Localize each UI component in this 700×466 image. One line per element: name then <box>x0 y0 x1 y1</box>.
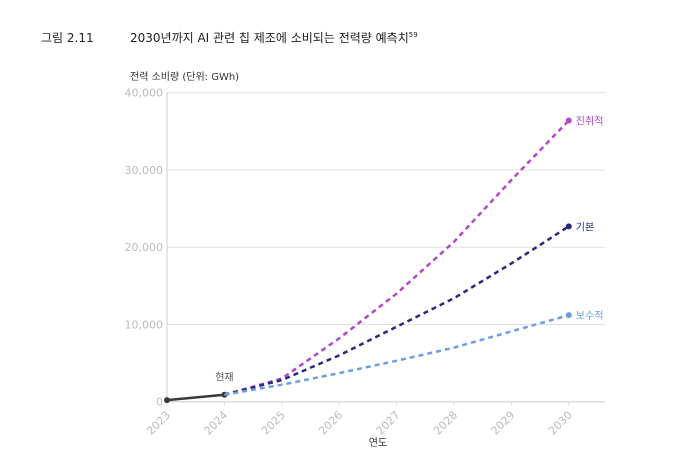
x-tick-label: 2030 <box>546 409 575 438</box>
x-tick-label: 2023 <box>144 409 173 438</box>
x-tick-label: 2029 <box>489 409 518 438</box>
x-axis-label: 연도 <box>369 437 387 449</box>
x-tick-label: 2028 <box>431 409 460 438</box>
y-tick-label: 40,000 <box>125 87 164 100</box>
x-tick-label: 2024 <box>202 409 231 438</box>
x-tick-label: 2025 <box>259 409 288 438</box>
y-axis-label: 전력 소비량 (단위: GWh) <box>130 72 240 83</box>
x-tick-label: 2027 <box>374 409 403 438</box>
data-point <box>164 397 170 404</box>
data-point <box>565 312 572 319</box>
y-tick-label: 10,000 <box>125 318 164 331</box>
series-label: 기본 <box>576 221 594 233</box>
y-tick-label: 20,000 <box>125 241 164 254</box>
y-tick-label: 0 <box>156 396 163 409</box>
title-footnote: 59 <box>408 31 418 39</box>
series-line-actual <box>166 393 225 402</box>
chart-title: 2030년까지 AI 관련 칩 제조에 소비되는 전력량 예측치59 <box>130 29 418 46</box>
title-text: 2030년까지 AI 관련 칩 제조에 소비되는 전력량 예측치 <box>130 31 409 45</box>
series-label: 진취적 <box>576 116 604 128</box>
series-label: 보수적 <box>576 310 604 322</box>
figure-number: 그림 2.11 <box>41 31 94 45</box>
data-point <box>565 223 572 230</box>
annotation-current: 현재 <box>215 372 233 384</box>
series-line-기본 <box>224 225 570 396</box>
x-tick-label: 2026 <box>316 409 345 438</box>
series-line-보수적 <box>224 313 570 396</box>
y-tick-label: 30,000 <box>125 164 164 177</box>
series-line-진취적 <box>224 119 570 396</box>
data-point <box>565 117 572 124</box>
